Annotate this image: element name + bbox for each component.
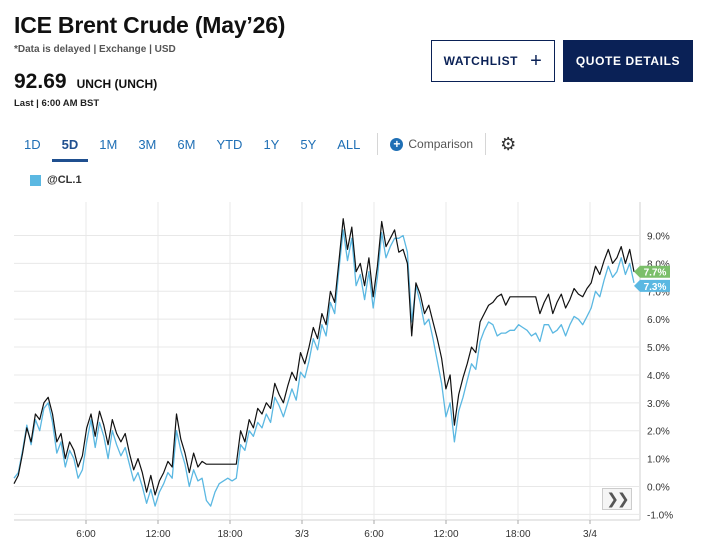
plus-icon: + xyxy=(530,50,543,72)
legend-label: @CL.1 xyxy=(47,174,82,186)
y-tick-label: 9.0% xyxy=(647,231,670,242)
x-tick-label: 18:00 xyxy=(505,529,530,540)
end-value-badge-label: 7.7% xyxy=(644,268,667,279)
quote-details-button[interactable]: QUOTE DETAILS xyxy=(563,40,693,82)
y-tick-label: 2.0% xyxy=(647,427,670,438)
end-value-badge-label: 7.3% xyxy=(644,282,667,293)
y-tick-label: 3.0% xyxy=(647,399,670,410)
tab-3m[interactable]: 3M xyxy=(138,136,157,152)
tab-all[interactable]: ALL xyxy=(337,136,361,152)
x-tick-label: 6:00 xyxy=(76,529,96,540)
data-delay-notice: *Data is delayed | Exchange | USD xyxy=(14,44,176,55)
tab-5d[interactable]: 5D xyxy=(51,131,89,162)
price-chart[interactable]: 9.0% 8.0% 7.0% 6.0% 5.0% 4.0% 3.0% 2.0% 1.0% 0.0%… xyxy=(0,200,701,550)
x-tick-label: 12:00 xyxy=(433,529,458,540)
double-chevron-right-icon[interactable]: ❯❯ xyxy=(602,488,632,510)
tab-divider xyxy=(485,133,487,155)
x-tick-label: 3/3 xyxy=(295,529,309,540)
chart-legend: @CL.1 xyxy=(30,174,82,186)
y-tick-label: 1.0% xyxy=(647,455,670,466)
x-tick-label: 6:00 xyxy=(364,529,384,540)
watchlist-button-label: WATCHLIST xyxy=(443,54,519,68)
time-range-tabs: 1D 5D 1M 3M 6M YTD 1Y 5Y ALL + Compariso… xyxy=(14,128,524,162)
x-tick-label: 3/4 xyxy=(583,529,597,540)
last-price: 92.69 xyxy=(14,70,67,93)
tab-1y[interactable]: 1Y xyxy=(263,136,280,152)
comparison-button[interactable]: + Comparison xyxy=(384,131,479,157)
y-tick-label: 5.0% xyxy=(647,343,670,354)
end-value-badge xyxy=(634,265,670,278)
series-line-comparison xyxy=(13,229,635,507)
price-row: 92.69 UNCH (UNCH) xyxy=(14,70,157,94)
price-change: UNCH (UNCH) xyxy=(76,77,158,91)
tab-1d[interactable]: 1D xyxy=(24,136,41,152)
tab-5y[interactable]: 5Y xyxy=(300,136,317,152)
watchlist-button[interactable]: WATCHLIST + xyxy=(431,40,555,82)
tab-6m[interactable]: 6M xyxy=(177,136,196,152)
plus-circle-icon: + xyxy=(390,137,404,151)
comparison-label: Comparison xyxy=(408,137,474,151)
x-tick-label: 18:00 xyxy=(217,529,242,540)
page-title: ICE Brent Crude (May’26) xyxy=(14,12,286,38)
y-tick-label: 8.0% xyxy=(647,259,670,270)
y-tick-label: -1.0% xyxy=(647,510,673,521)
y-tick-label: 7.0% xyxy=(647,287,670,298)
tab-ytd[interactable]: YTD xyxy=(216,136,243,152)
legend-swatch xyxy=(30,174,41,186)
end-value-badge xyxy=(634,279,670,292)
last-update-time: Last | 6:00 AM BST xyxy=(14,98,100,109)
tab-1m[interactable]: 1M xyxy=(99,136,118,152)
chart-svg[interactable]: 9.0% 8.0% 7.0% 6.0% 5.0% 4.0% 3.0% 2.0% 1.0% 0.0%… xyxy=(0,200,701,550)
y-tick-label: 0.0% xyxy=(647,483,670,494)
y-tick-label: 6.0% xyxy=(647,315,670,326)
tab-divider xyxy=(377,133,379,155)
series-line-primary xyxy=(13,218,635,496)
gear-icon[interactable]: ⚙ xyxy=(500,133,517,154)
y-tick-label: 4.0% xyxy=(647,371,670,382)
x-tick-label: 12:00 xyxy=(145,529,170,540)
